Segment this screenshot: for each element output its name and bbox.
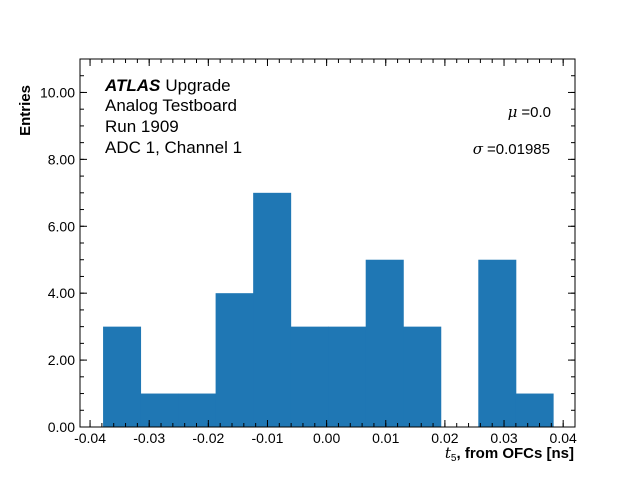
histogram-bar xyxy=(140,393,179,427)
y-tick-label: 2.00 xyxy=(48,352,75,368)
x-axis-label-subscript: 5 xyxy=(451,453,457,464)
atlas-label: ATLAS Upgrade xyxy=(104,76,231,95)
sigma-value: =0.01985 xyxy=(487,141,550,158)
y-tick-label: 10.00 xyxy=(40,84,75,100)
annotation-run: Run 1909 xyxy=(105,117,179,136)
x-tick-label: -0.04 xyxy=(74,430,106,446)
mean-value: =0.0 xyxy=(521,104,551,121)
x-tick-label: 0.04 xyxy=(550,430,577,446)
histogram-bar xyxy=(178,393,217,427)
histogram-bar xyxy=(290,326,329,427)
x-tick-label: 0.01 xyxy=(372,430,399,446)
x-tick-label: 0.03 xyxy=(490,430,517,446)
histogram-bar xyxy=(478,259,517,427)
mu-symbol: μ xyxy=(508,103,518,121)
x-tick-label: -0.03 xyxy=(133,430,165,446)
annotation-channel: ADC 1, Channel 1 xyxy=(105,138,242,157)
histogram-bar xyxy=(103,326,142,427)
histogram-bar xyxy=(365,259,404,427)
annotation-testboard: Analog Testboard xyxy=(105,96,237,115)
y-axis-label: Entries xyxy=(17,85,34,136)
histogram-bar xyxy=(215,293,254,427)
atlas-logo-text: ATLAS xyxy=(104,76,161,95)
histogram-bar xyxy=(328,326,367,427)
x-axis-label-text: , from OFCs [ns] xyxy=(456,445,574,462)
x-tick-label: 0.02 xyxy=(431,430,458,446)
x-axis-label: t5, from OFCs [ns] xyxy=(445,444,574,464)
x-axis-label-symbol: t xyxy=(445,444,452,462)
histogram-bar xyxy=(253,192,292,427)
atlas-upgrade-text: Upgrade xyxy=(165,76,230,95)
histogram-bars xyxy=(103,192,554,427)
y-tick-label: 8.00 xyxy=(48,151,75,167)
y-tick-label: 0.00 xyxy=(48,419,75,435)
plot-frame xyxy=(79,58,576,428)
x-tick-label: -0.02 xyxy=(192,430,224,446)
sigma-symbol: σ xyxy=(473,140,484,158)
histogram-bar xyxy=(515,393,554,427)
x-tick-label: -0.01 xyxy=(252,430,284,446)
sigma-annotation: σ =0.01985 xyxy=(473,140,550,158)
x-tick-label: 0.00 xyxy=(313,430,340,446)
y-tick-label: 4.00 xyxy=(48,285,75,301)
mean-annotation: μ =0.0 xyxy=(508,103,551,121)
y-tick-label: 6.00 xyxy=(48,218,75,234)
histogram-bar xyxy=(403,326,442,427)
